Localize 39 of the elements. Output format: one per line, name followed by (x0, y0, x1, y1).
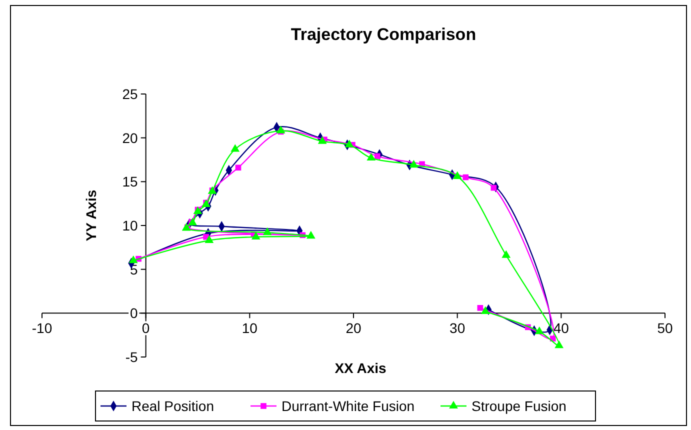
x-tick-label: 40 (553, 320, 570, 336)
x-tick-label: 50 (657, 320, 673, 336)
point (306, 230, 316, 239)
x-axis-title: XX Axis (334, 360, 387, 376)
y-axis-title: YY Axis (83, 190, 99, 242)
x-tick-label: 30 (450, 320, 466, 336)
point (318, 136, 327, 144)
point (502, 250, 511, 258)
point (182, 223, 191, 231)
point (374, 153, 380, 160)
x-tick-label: 20 (346, 320, 362, 336)
y-tick-label: 20 (122, 130, 138, 146)
point (262, 227, 272, 236)
point (251, 232, 260, 240)
point (188, 218, 197, 226)
legend-label: Durrant-White Fusion (282, 398, 415, 414)
point (276, 126, 286, 134)
legend-label: Real Position (132, 398, 214, 414)
y-tick-label: 25 (122, 86, 138, 102)
y-tick-label: -5 (125, 349, 138, 365)
x-tick-label: -10 (32, 320, 52, 336)
point (554, 340, 564, 348)
point (128, 255, 138, 264)
point (477, 304, 484, 311)
point (235, 164, 242, 171)
point (534, 326, 544, 334)
point (452, 171, 462, 179)
y-tick-label: 10 (122, 218, 138, 234)
legend-label: Stroupe Fusion (472, 398, 566, 414)
point (480, 306, 490, 314)
point (366, 152, 376, 161)
y-tick-label: 15 (122, 174, 138, 190)
point (344, 140, 354, 148)
x-tick-label: 10 (242, 320, 258, 336)
point (204, 235, 214, 243)
point (462, 174, 469, 180)
point (409, 160, 418, 168)
chart-title: Trajectory Comparison (290, 25, 476, 44)
point (230, 144, 240, 152)
